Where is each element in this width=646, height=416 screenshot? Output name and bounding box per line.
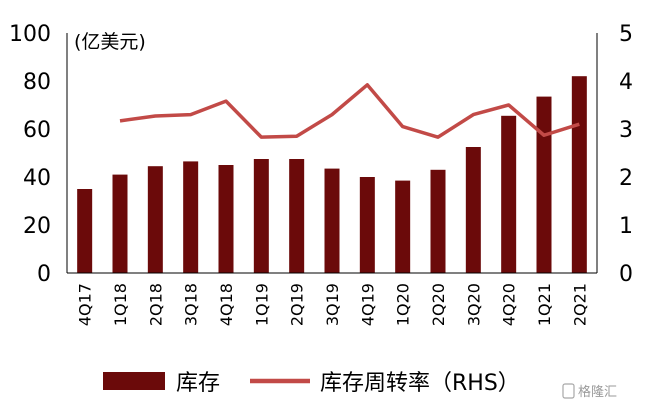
bar-3Q19 (324, 168, 340, 273)
right-y-tick-4: 4 (619, 70, 633, 95)
x-tick-1Q21: 1Q21 (535, 283, 554, 326)
x-tick-2Q18: 2Q18 (146, 283, 165, 326)
x-tick-4Q19: 4Q19 (358, 283, 377, 326)
right-y-tick-1: 1 (619, 214, 633, 239)
bar-1Q20 (395, 180, 411, 273)
bar-3Q20 (465, 147, 481, 273)
right-y-tick-0: 0 (619, 262, 633, 287)
x-tick-4Q17: 4Q17 (76, 283, 95, 326)
left-y-tick-100: 100 (9, 22, 51, 47)
bar-2Q18 (147, 166, 163, 273)
legend-bar-label: 库存 (176, 371, 220, 396)
bars-layer (77, 76, 587, 273)
x-tick-3Q19: 3Q19 (323, 283, 342, 326)
bar-4Q18 (218, 165, 234, 273)
x-tick-1Q19: 1Q19 (252, 283, 271, 326)
left-y-tick-40: 40 (23, 166, 51, 191)
watermark-logo (562, 383, 575, 399)
x-tick-3Q18: 3Q18 (182, 283, 201, 326)
line-layer (119, 83, 580, 139)
bar-4Q20 (501, 115, 517, 273)
legend-bar-swatch (103, 372, 165, 390)
legend-line-label: 库存周转率（RHS） (320, 371, 520, 396)
x-tick-4Q18: 4Q18 (217, 283, 236, 326)
x-category-labels: 4Q17 1Q18 2Q18 3Q18 4Q18 1Q19 2Q19 3Q19 4Q19 1Q20… (76, 283, 590, 326)
left-y-tick-60: 60 (23, 118, 51, 143)
unit-label: (亿美元) (74, 31, 146, 53)
bar-2Q20 (430, 169, 446, 273)
turnover-line (119, 83, 580, 139)
legend: 库存 库存周转率（RHS） (103, 371, 520, 396)
x-tick-2Q19: 2Q19 (288, 283, 307, 326)
right-y-tick-2: 2 (619, 166, 633, 191)
x-tick-4Q20: 4Q20 (500, 283, 519, 326)
left-y-tick-80: 80 (23, 70, 51, 95)
watermark-text: 格隆汇 (578, 384, 617, 400)
x-tick-3Q20: 3Q20 (464, 283, 483, 326)
watermark: 格隆汇 (562, 383, 617, 400)
bar-1Q21 (536, 96, 552, 273)
axes-layer (66, 33, 598, 274)
bar-2Q19 (289, 159, 305, 273)
left-y-tick-0: 0 (37, 262, 51, 287)
left-y-tick-labels: 0 20 40 60 80 100 (9, 22, 51, 287)
x-tick-2Q20: 2Q20 (429, 283, 448, 326)
x-tick-1Q18: 1Q18 (111, 283, 130, 326)
bar-3Q18 (183, 161, 199, 273)
bar-1Q19 (253, 159, 269, 273)
x-tick-2Q21: 2Q21 (570, 283, 589, 326)
right-y-tick-5: 5 (619, 22, 633, 47)
bar-1Q18 (112, 174, 128, 273)
bar-2Q21 (571, 76, 587, 273)
right-y-tick-3: 3 (619, 118, 633, 143)
x-tick-1Q20: 1Q20 (394, 283, 413, 326)
bar-4Q19 (359, 177, 375, 273)
left-y-tick-20: 20 (23, 214, 51, 239)
right-y-tick-labels: 0 1 2 3 4 5 (619, 22, 633, 287)
bar-4Q17 (77, 189, 93, 273)
